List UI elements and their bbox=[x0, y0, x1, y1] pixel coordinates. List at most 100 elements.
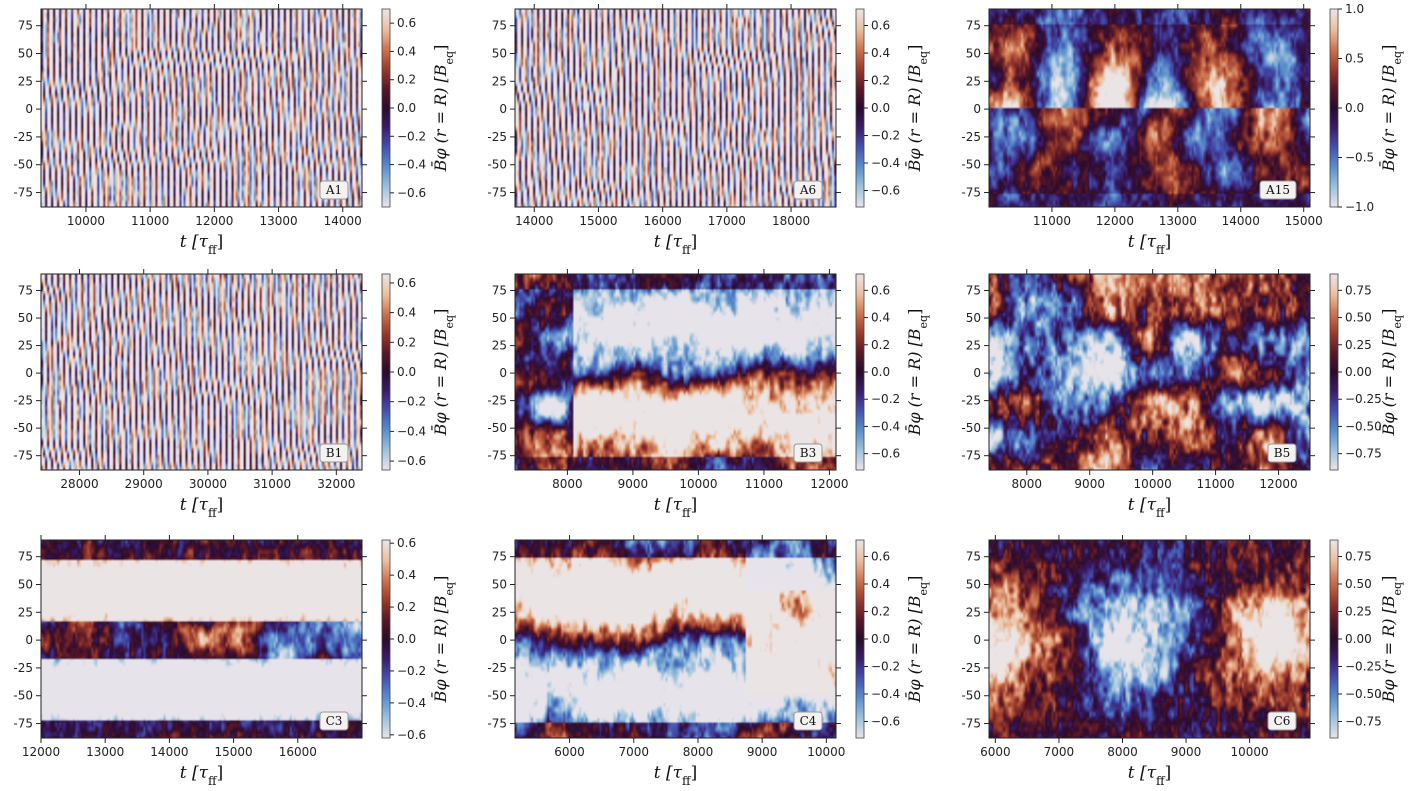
colorbar-tick-label: −0.4 bbox=[871, 156, 900, 170]
x-tick-label: 13000 bbox=[86, 745, 124, 759]
panel-B5: 8000 9000 10000 11000 12000 75 50 25 0 -25 -50 -75 t… bbox=[961, 269, 1404, 520]
colorbar-tick-label: −0.6 bbox=[871, 447, 900, 461]
colorbar-label: B̄φ (r = R) [Beq] bbox=[903, 576, 929, 704]
colorbar bbox=[856, 540, 864, 738]
colorbar-tick-label: 0.2 bbox=[397, 73, 416, 87]
colorbar-label: B̄φ (r = R) [Beq] bbox=[1377, 576, 1403, 704]
run-badge bbox=[319, 711, 349, 731]
x-tick-label: 14000 bbox=[150, 745, 188, 759]
heatmap-B5 bbox=[989, 274, 1310, 470]
colorbar-tick-label: −0.4 bbox=[397, 696, 426, 710]
y-tick-label: 50 bbox=[18, 311, 33, 325]
y-tick-label: 0 bbox=[499, 366, 507, 380]
y-tick-label: -75 bbox=[13, 186, 33, 200]
colorbar-tick-label: 0.0 bbox=[397, 101, 416, 115]
run-badge bbox=[319, 443, 349, 463]
colorbar-tick-label: −0.25 bbox=[1345, 660, 1382, 674]
x-tick-label: 12000 bbox=[22, 745, 60, 759]
x-tick-label: 7000 bbox=[618, 745, 649, 759]
colorbar-tick-label: −0.75 bbox=[1345, 447, 1382, 461]
y-tick-label: -75 bbox=[13, 717, 33, 731]
colorbar-tick-label: 0.6 bbox=[871, 283, 890, 297]
colorbar-tick-label: 0.00 bbox=[1345, 365, 1372, 379]
y-tick-label: -50 bbox=[13, 158, 33, 172]
colorbar-tick-label: 0.6 bbox=[397, 16, 416, 30]
y-tick-label: -75 bbox=[961, 186, 981, 200]
x-tick-label: 8000 bbox=[1011, 477, 1042, 491]
run-label: A1 bbox=[325, 183, 342, 197]
colorbar-tick-label: 0.0 bbox=[397, 632, 416, 646]
y-tick-label: 25 bbox=[18, 605, 33, 619]
heatmap-C3 bbox=[41, 540, 362, 738]
y-tick-label: 0 bbox=[499, 102, 507, 116]
y-tick-label: 50 bbox=[492, 46, 507, 60]
x-axis-label: t [τff] bbox=[654, 232, 697, 257]
colorbar-tick-label: −0.6 bbox=[871, 715, 900, 729]
panel-C6: 6000 7000 8000 9000 10000 75 50 25 0 -25 -50 -75 t [… bbox=[961, 535, 1404, 788]
y-tick-label: 25 bbox=[18, 339, 33, 353]
y-tick-label: 0 bbox=[973, 102, 981, 116]
y-tick-label: 0 bbox=[499, 633, 507, 647]
run-label: C3 bbox=[326, 714, 343, 728]
colorbar-tick-label: −0.4 bbox=[871, 419, 900, 433]
heatmap-B1 bbox=[41, 274, 362, 470]
x-tick-label: 29000 bbox=[125, 477, 163, 491]
y-tick-label: 0 bbox=[973, 633, 981, 647]
colorbar-tick-label: −0.2 bbox=[397, 664, 426, 678]
y-tick-label: -75 bbox=[961, 449, 981, 463]
x-axis-label: t [τff] bbox=[1128, 763, 1171, 788]
colorbar bbox=[856, 274, 864, 470]
y-tick-label: -75 bbox=[487, 717, 507, 731]
colorbar-tick-label: −0.50 bbox=[1345, 687, 1382, 701]
x-tick-label: 11000 bbox=[131, 214, 169, 228]
y-tick-label: 75 bbox=[18, 550, 33, 564]
colorbar bbox=[1330, 9, 1338, 207]
x-tick-label: 10000 bbox=[67, 214, 105, 228]
y-tick-label: -25 bbox=[487, 130, 507, 144]
colorbar-tick-label: 0.00 bbox=[1345, 632, 1372, 646]
colorbar-tick-label: 0.4 bbox=[397, 44, 416, 58]
colorbar-tick-label: 0.0 bbox=[1345, 101, 1364, 115]
colorbar-tick-label: 0.0 bbox=[871, 632, 890, 646]
colorbar-tick-label: −0.75 bbox=[1345, 715, 1382, 729]
colorbar-tick-label: −0.2 bbox=[397, 129, 426, 143]
x-tick-label: 28000 bbox=[60, 477, 98, 491]
axes-frame bbox=[514, 539, 837, 739]
run-label: B1 bbox=[326, 446, 342, 460]
colorbar-tick-label: −0.25 bbox=[1345, 392, 1382, 406]
run-label: C6 bbox=[1274, 714, 1291, 728]
colorbar-tick-label: 0.6 bbox=[397, 536, 416, 550]
colorbar-tick-label: 0.5 bbox=[1345, 52, 1364, 66]
x-tick-label: 14000 bbox=[324, 214, 362, 228]
y-tick-label: 25 bbox=[966, 74, 981, 88]
x-tick-label: 9000 bbox=[747, 745, 778, 759]
x-tick-label: 14000 bbox=[515, 214, 553, 228]
y-tick-label: -25 bbox=[961, 130, 981, 144]
x-tick-label: 10000 bbox=[807, 745, 845, 759]
axes-frame bbox=[40, 8, 363, 208]
x-tick-label: 12000 bbox=[195, 214, 233, 228]
colorbar-tick-label: −0.6 bbox=[397, 186, 426, 200]
colorbar-label: B̄φ (r = R) [Beq] bbox=[903, 45, 929, 173]
run-label: C4 bbox=[800, 714, 817, 728]
y-tick-label: 25 bbox=[492, 605, 507, 619]
y-tick-label: -50 bbox=[487, 689, 507, 703]
x-tick-label: 15000 bbox=[579, 214, 617, 228]
y-tick-label: -50 bbox=[961, 158, 981, 172]
axes-frame bbox=[988, 539, 1311, 739]
x-tick-label: 10000 bbox=[679, 477, 717, 491]
y-tick-label: -25 bbox=[487, 661, 507, 675]
y-tick-label: 25 bbox=[966, 605, 981, 619]
x-tick-label: 9000 bbox=[1074, 477, 1105, 491]
x-tick-label: 8000 bbox=[552, 477, 583, 491]
y-tick-label: -25 bbox=[13, 394, 33, 408]
colorbar-tick-label: 0.75 bbox=[1345, 550, 1372, 564]
x-tick-label: 32000 bbox=[317, 477, 355, 491]
colorbar-tick-label: −0.4 bbox=[871, 687, 900, 701]
x-tick-label: 18000 bbox=[772, 214, 810, 228]
colorbar-label: B̄φ (r = R) [Beq] bbox=[429, 309, 455, 437]
x-tick-label: 8000 bbox=[1107, 745, 1138, 759]
axes-frame bbox=[988, 8, 1311, 208]
y-tick-label: 0 bbox=[25, 633, 33, 647]
y-tick-label: 50 bbox=[492, 311, 507, 325]
